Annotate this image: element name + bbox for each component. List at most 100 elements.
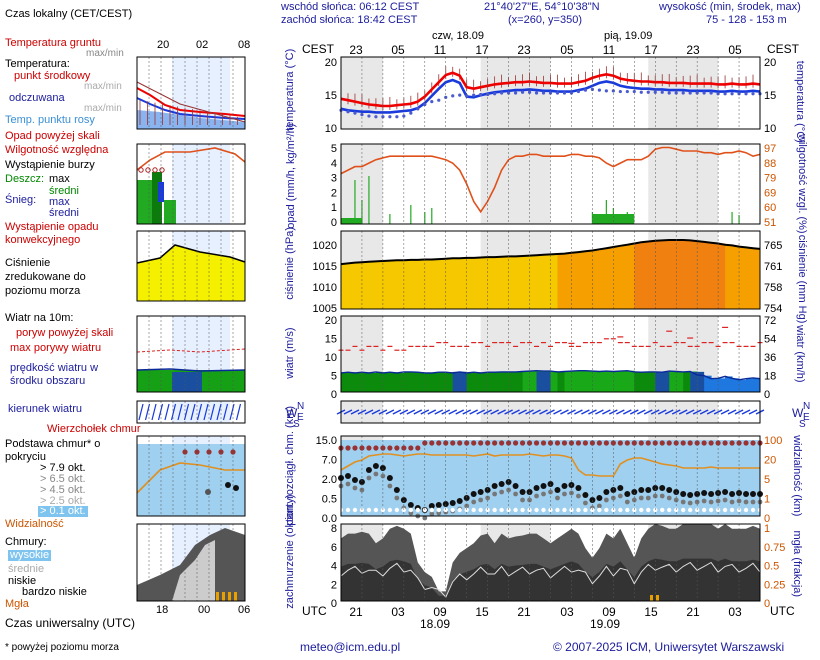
bottom-hour-label: 15 bbox=[644, 605, 658, 619]
mini-temp-line bbox=[136, 87, 246, 117]
pressure-bar bbox=[452, 258, 461, 309]
cloud-base-dot-grey bbox=[583, 500, 588, 506]
cloud-base-dot-white bbox=[639, 507, 644, 513]
legend-okt45: > 4.5 okt. bbox=[40, 484, 86, 496]
legend-gust-max: max porywy wiatru bbox=[10, 342, 102, 354]
top-hour-label: 05 bbox=[560, 43, 574, 57]
tick-left-5: 6 bbox=[331, 542, 337, 554]
pressure-bar bbox=[669, 239, 677, 309]
cloud-base-dot-grey bbox=[499, 489, 505, 495]
cloud-base-dot-grey bbox=[603, 497, 609, 503]
cloud-base-dot-grey bbox=[596, 503, 602, 509]
wind-speed-bar bbox=[606, 371, 614, 392]
top-hour-label: 17 bbox=[475, 43, 489, 57]
wind-dir-arrow bbox=[420, 409, 430, 415]
tick-left-1: 5 bbox=[331, 143, 337, 155]
mini-wind-dir-arrow bbox=[151, 403, 157, 421]
cloud-base-dot-white bbox=[436, 507, 441, 513]
mini-wind-dir-arrow bbox=[222, 403, 229, 421]
cloud-top-dot bbox=[457, 440, 463, 446]
cloud-top-dot bbox=[673, 440, 679, 446]
pressure-bar bbox=[613, 246, 621, 309]
altitude-label: wysokość (min, środek, max) bbox=[659, 1, 801, 13]
cloud-base-dot bbox=[645, 487, 652, 493]
tick-right-2: 761 bbox=[764, 261, 782, 273]
cloud-base-dot bbox=[659, 485, 666, 491]
cloud-base-dot-white bbox=[541, 507, 546, 513]
wind-speed-bar bbox=[718, 378, 726, 392]
pressure-bar bbox=[543, 254, 551, 309]
tick-right-0: 10 bbox=[764, 123, 776, 135]
mini-panel-frame bbox=[136, 230, 246, 302]
bottom-hour-label: 03 bbox=[728, 605, 742, 619]
cloud-base-dot-grey bbox=[373, 471, 379, 477]
temp-dew-dot bbox=[346, 110, 350, 114]
mini-wind-dir-arrow bbox=[235, 403, 242, 421]
wind-dir-arrow bbox=[399, 409, 409, 415]
day2-label: pią, 19.09 bbox=[604, 30, 653, 42]
temp-dew-dot bbox=[541, 91, 546, 95]
cloud-base-dot-white bbox=[387, 507, 393, 513]
cloud-base-dot-grey bbox=[701, 498, 707, 504]
pressure-bar bbox=[655, 240, 663, 309]
pressure-bar bbox=[627, 244, 635, 309]
temp-dew-dot bbox=[381, 115, 385, 119]
cloud-base-dot bbox=[680, 491, 687, 497]
temp-dew-dot bbox=[402, 114, 406, 118]
mini-panel-frame bbox=[136, 315, 246, 393]
temp-dew-dot bbox=[744, 92, 748, 96]
cloud-base-dot-white bbox=[729, 507, 735, 513]
temp-dew-dot bbox=[416, 107, 420, 111]
wind-speed-bar bbox=[529, 371, 538, 392]
tick-left-4: 15.0 bbox=[316, 435, 337, 447]
cloud-top-dot bbox=[422, 440, 428, 446]
pressure-bar bbox=[725, 244, 733, 309]
wind-speed-bar bbox=[424, 373, 433, 392]
temp-dew-dot bbox=[479, 92, 483, 97]
cloud-base-dot-white bbox=[618, 507, 623, 513]
mini-soil-line bbox=[136, 81, 246, 123]
cloud-top-dot bbox=[485, 440, 491, 446]
cloud-top-dot bbox=[512, 440, 519, 446]
wind-speed-bar bbox=[634, 371, 642, 392]
wind-speed-bar bbox=[466, 373, 475, 392]
wind-dir-arrow bbox=[532, 409, 541, 415]
cloud-base-dot-grey bbox=[366, 475, 372, 481]
temp-dew-dot bbox=[472, 93, 476, 97]
wind-speed-bar bbox=[375, 371, 384, 392]
cloud-base-dot bbox=[477, 489, 484, 495]
cloud-base-dot-grey bbox=[520, 497, 525, 503]
wind-dir-arrow bbox=[448, 409, 458, 415]
cloud-top-dot bbox=[666, 440, 672, 446]
mini-wind-dir-arrow bbox=[170, 403, 177, 421]
temp-dew-dot bbox=[555, 91, 560, 95]
wind-speed-bar bbox=[550, 371, 558, 392]
wind-speed-bar bbox=[683, 371, 691, 392]
tick-left-4: 7.0 bbox=[322, 455, 337, 467]
cloud-base-dot-white bbox=[667, 507, 672, 513]
cloud-top-dot bbox=[659, 440, 665, 446]
temp-dew-dot bbox=[625, 89, 629, 94]
pressure-bar bbox=[361, 262, 370, 309]
cloud-base-dot-white bbox=[499, 507, 504, 513]
cloud-base-dot bbox=[666, 487, 673, 493]
pressure-bar bbox=[732, 245, 740, 309]
legend-temp-mid-sub: max/min bbox=[84, 81, 122, 92]
mini-gust-line bbox=[136, 348, 246, 353]
tick-right-4: 1 bbox=[764, 494, 770, 506]
cloud-base-dot-white bbox=[471, 507, 476, 513]
footer-email[interactable]: meteo@icm.edu.pl bbox=[300, 640, 401, 654]
bottom-hour-label: 21 bbox=[349, 605, 363, 619]
press-axis-right: ciśnienie (mm Hg) bbox=[795, 234, 808, 324]
legend-utc-tick-2: 00 bbox=[198, 604, 211, 616]
cloud-base-dot-white bbox=[415, 507, 421, 513]
cloud-top-dot bbox=[582, 440, 589, 446]
footer-utc-label: Czas uniwersalny (UTC) bbox=[5, 616, 136, 630]
cloud-base-dot-grey bbox=[750, 499, 756, 505]
cloud-base-dot bbox=[470, 491, 477, 497]
cloud-base-dot bbox=[638, 487, 645, 493]
mini-pressure-line bbox=[136, 244, 246, 264]
cloud-top-dot bbox=[708, 440, 714, 446]
tick-right-1: 60 bbox=[764, 202, 776, 214]
cloud-base-dot-white bbox=[604, 507, 609, 513]
